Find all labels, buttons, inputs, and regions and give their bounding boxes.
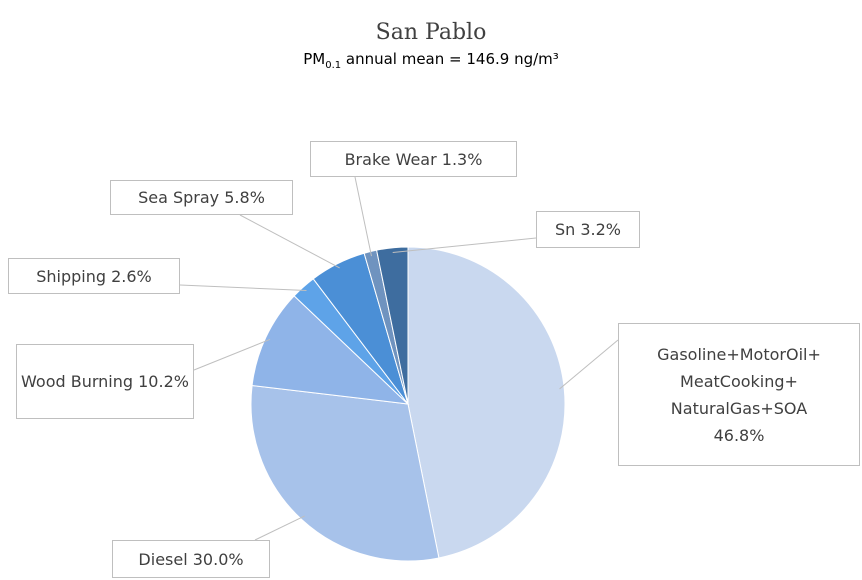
leader-line <box>193 338 271 371</box>
data-label-text: Shipping 2.6% <box>36 263 152 290</box>
leader-line <box>179 284 307 291</box>
data-label: Diesel 30.0% <box>112 540 270 578</box>
data-label: Wood Burning 10.2% <box>16 344 194 419</box>
pie-slice <box>250 384 440 562</box>
pie-slice <box>407 246 566 559</box>
label-name: Shipping <box>36 266 107 286</box>
data-label-text: Diesel 30.0% <box>138 546 243 573</box>
label-value: 30.0% <box>192 549 244 569</box>
label-value: 1.3% <box>441 149 483 169</box>
chart-subtitle: PM0.1 annual mean = 146.9 ng/m³ <box>0 50 862 71</box>
label-name: Sn <box>554 220 576 239</box>
data-label-text: Gasoline+MotorOil+ MeatCooking+ NaturalG… <box>657 341 821 449</box>
leader-line <box>392 237 537 253</box>
chart-title: San Pablo <box>375 20 487 45</box>
data-label-text: Sn 3.2% <box>555 216 621 243</box>
subtitle-part: annual mean = 146.9 ng/m³ <box>341 50 559 68</box>
label-name: Gasoline+MotorOil+ MeatCooking+ NaturalG… <box>657 344 821 418</box>
data-label-text: Brake Wear 1.3% <box>345 146 483 173</box>
data-label: Sn 3.2% <box>536 211 640 248</box>
label-name: Brake Wear <box>344 149 437 169</box>
label-value: 5.8% <box>224 188 265 207</box>
leader-line <box>254 515 305 541</box>
data-label: Sea Spray 5.8% <box>110 180 293 215</box>
label-name: Wood Burning <box>21 372 134 391</box>
label-name: Sea Spray <box>138 188 220 207</box>
leader-line <box>354 176 372 257</box>
data-label-text: Wood Burning 10.2% <box>21 368 189 395</box>
label-value: 3.2% <box>580 220 622 239</box>
label-value: 2.6% <box>111 266 152 286</box>
label-value: 10.2% <box>138 372 189 391</box>
leader-line <box>239 214 340 269</box>
label-name: Diesel <box>138 549 188 569</box>
label-value: 46.8% <box>713 425 765 445</box>
subtitle-sub: 0.1 <box>325 60 342 71</box>
pie-slice <box>251 295 410 405</box>
data-label: Shipping 2.6% <box>8 258 180 294</box>
data-label: Gasoline+MotorOil+ MeatCooking+ NaturalG… <box>618 323 860 466</box>
pie-slice <box>376 246 409 405</box>
leader-line <box>559 339 619 390</box>
subtitle-part: PM <box>303 50 326 68</box>
data-label-text: Sea Spray 5.8% <box>138 184 265 211</box>
data-label: Brake Wear 1.3% <box>310 141 517 177</box>
